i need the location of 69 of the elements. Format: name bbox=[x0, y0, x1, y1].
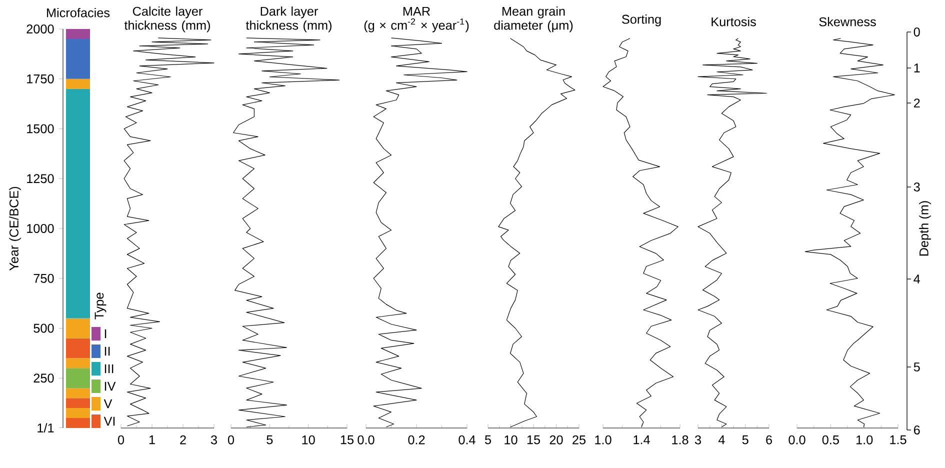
chart-subtitle: (g × cm$^{-2}$ × year$^{-1}$) bbox=[364, 18, 469, 32]
bar bbox=[66, 28, 90, 39]
y-tick-label: 2000 bbox=[26, 24, 54, 34]
x-tick-label: 0.0 bbox=[788, 435, 806, 444]
x-tick-label: 1.5 bbox=[890, 435, 906, 444]
x-tick-label: 2 bbox=[180, 435, 186, 444]
legend-title: Type bbox=[94, 292, 106, 320]
bar bbox=[66, 88, 90, 318]
legend-label: V bbox=[104, 399, 112, 408]
y2-axis-title: Depth (m) bbox=[919, 201, 931, 256]
legend-label: IV bbox=[104, 382, 116, 391]
x-tick-label: 10 bbox=[302, 435, 315, 444]
x-tick-label: 0 bbox=[118, 435, 124, 444]
x-tick-label: 5 bbox=[484, 435, 492, 444]
x-tick-label: 6 bbox=[766, 435, 772, 444]
x-tick-label: 3 bbox=[210, 435, 217, 444]
text: 2 bbox=[914, 98, 920, 108]
chart-title: Sorting bbox=[622, 14, 661, 26]
x-tick-label: 25 bbox=[572, 435, 586, 444]
text: 6 bbox=[914, 426, 920, 434]
legend-label: I bbox=[104, 329, 106, 338]
x-tick-label: 1.0 bbox=[595, 435, 612, 444]
chart-title: Skewness bbox=[819, 16, 876, 26]
bar bbox=[66, 38, 90, 79]
y-tick-label: 250 bbox=[34, 374, 54, 383]
text: 5 bbox=[914, 362, 920, 372]
y-tick-label: 1500 bbox=[27, 124, 54, 134]
x-tick-label: 15 bbox=[340, 435, 354, 444]
x-tick-label: 5 bbox=[266, 435, 273, 444]
x-tick-label: 5 bbox=[742, 435, 748, 444]
y-tick-label: 1/1 bbox=[38, 423, 54, 432]
chart-title: Microfacies bbox=[47, 8, 110, 18]
x-tick-label: 20 bbox=[550, 435, 563, 444]
chart-title: Mean grain diameter (μm) bbox=[494, 6, 573, 32]
chart-title: Kurtosis bbox=[712, 16, 756, 26]
x-tick-label: 1.8 bbox=[672, 435, 688, 444]
x-tick-label: 4 bbox=[718, 435, 725, 444]
y-tick-label: 1000 bbox=[27, 224, 54, 233]
bar bbox=[66, 338, 90, 358]
text: 3 bbox=[914, 182, 920, 192]
bar bbox=[66, 318, 90, 338]
chart-title: Calcite layer thickness (mm) bbox=[124, 6, 210, 32]
legend-label: III bbox=[104, 364, 114, 374]
y-tick-label: 1750 bbox=[27, 74, 54, 84]
x-tick-label: 1.4 bbox=[634, 435, 650, 444]
x-tick-label: 1.0 bbox=[856, 435, 873, 444]
x-tick-label: 15 bbox=[527, 435, 540, 444]
y-tick-label: 500 bbox=[34, 324, 54, 333]
x-tick-label: 1 bbox=[149, 435, 155, 444]
x-tick-label: 0 bbox=[228, 435, 234, 444]
x-tick-label: 0.2 bbox=[408, 435, 425, 444]
x-tick-label: 10 bbox=[504, 435, 518, 444]
y-tick-label: 750 bbox=[34, 274, 54, 283]
x-tick-label: 0.0 bbox=[358, 435, 374, 444]
bar bbox=[66, 358, 90, 368]
text: 1 bbox=[914, 64, 920, 72]
legend-label: II bbox=[104, 346, 110, 356]
bar bbox=[66, 398, 90, 408]
x-tick-label: 0.5 bbox=[822, 435, 839, 444]
x-tick-label: 0.4 bbox=[458, 435, 476, 444]
legend-label: VI bbox=[104, 416, 115, 426]
bar bbox=[66, 78, 90, 89]
x-tick-label: 3 bbox=[694, 435, 701, 444]
text: 4 bbox=[914, 274, 920, 284]
y-tick-label: 1250 bbox=[27, 174, 54, 184]
chart-title: MAR bbox=[403, 6, 430, 16]
chart-title: Dark layer thickness (mm) bbox=[246, 6, 332, 32]
y-axis-title: Year (CE/BCE) bbox=[9, 186, 21, 271]
text: 0 bbox=[914, 28, 920, 36]
